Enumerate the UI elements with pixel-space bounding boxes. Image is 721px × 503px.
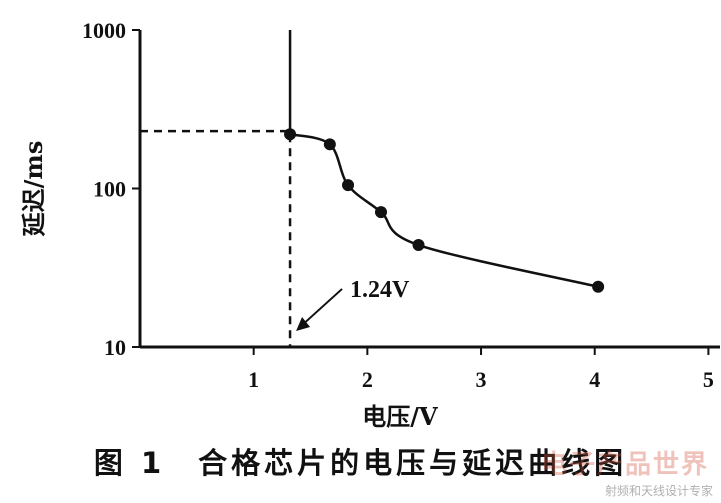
y-tick-label: 10 <box>104 335 126 360</box>
series-line <box>289 133 599 288</box>
data-point <box>342 179 355 192</box>
annotation-label: 1.24V <box>350 277 410 303</box>
y-tick-label: 100 <box>93 177 126 202</box>
x-tick-label: 5 <box>703 367 714 392</box>
annotation-arrow-head <box>296 316 311 331</box>
data-point <box>592 280 605 293</box>
x-tick-label: 4 <box>589 367 600 392</box>
figure-caption: 图 1 合格芯片的电压与延迟曲线图 <box>93 446 628 480</box>
series-group <box>284 128 605 293</box>
annotation-arrow-shaft <box>299 288 343 328</box>
data-point <box>323 138 336 151</box>
data-point <box>284 128 297 141</box>
watermark-text: 射频和天线设计专家 <box>604 484 713 498</box>
axes: 10 100 1000 1 2 3 4 5 <box>82 18 720 392</box>
x-tick-label: 3 <box>476 367 487 392</box>
labels: 电压/V 延迟/ms 1.24V <box>19 141 438 431</box>
reference-lines <box>140 30 292 347</box>
y-tick-label: 1000 <box>82 18 126 43</box>
chart: 10 100 1000 1 2 3 4 5 电压/V 延迟/ms 1.24V <box>19 18 720 431</box>
x-axis-title: 电压/V <box>362 402 438 431</box>
watermark-logo: 电子产品世界 <box>540 450 709 480</box>
x-tick-label: 1 <box>248 367 259 392</box>
data-point <box>412 239 425 252</box>
y-axis-title: 延迟/ms <box>19 141 48 238</box>
x-tick-label: 2 <box>362 367 373 392</box>
data-point <box>375 206 388 219</box>
